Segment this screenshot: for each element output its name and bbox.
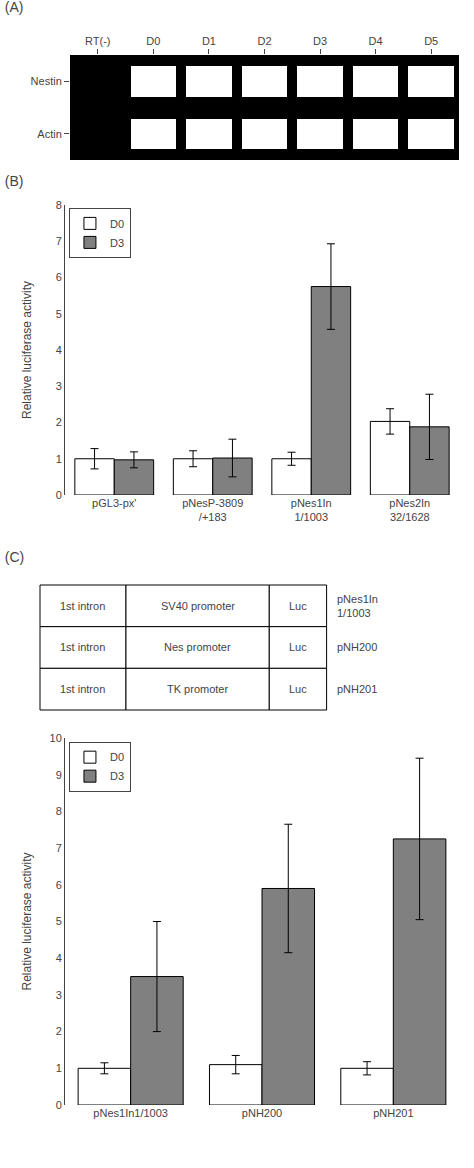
svg-text:D1: D1 bbox=[202, 35, 216, 47]
svg-text:pNes1In1/1003: pNes1In1/1003 bbox=[291, 497, 332, 523]
svg-text:5: 5 bbox=[56, 915, 62, 927]
svg-text:pGL3-px': pGL3-px' bbox=[92, 497, 136, 509]
svg-text:SV40 promoter: SV40 promoter bbox=[161, 600, 235, 612]
svg-text:Luc: Luc bbox=[289, 600, 307, 612]
svg-text:0: 0 bbox=[56, 489, 62, 501]
svg-text:7: 7 bbox=[56, 235, 62, 247]
svg-text:D0: D0 bbox=[110, 218, 124, 230]
svg-text:D5: D5 bbox=[424, 35, 438, 47]
svg-text:1: 1 bbox=[56, 1062, 62, 1074]
svg-text:Nes promoter: Nes promoter bbox=[164, 641, 231, 653]
svg-text:D0: D0 bbox=[146, 35, 160, 47]
svg-text:D4: D4 bbox=[369, 35, 383, 47]
svg-text:1st intron: 1st intron bbox=[60, 600, 105, 612]
svg-text:D3: D3 bbox=[110, 770, 124, 782]
svg-text:D0: D0 bbox=[110, 751, 124, 763]
svg-text:5: 5 bbox=[56, 308, 62, 320]
svg-text:pNH200: pNH200 bbox=[242, 1107, 282, 1119]
svg-text:2: 2 bbox=[56, 416, 62, 428]
svg-text:pNes1In1/1003: pNes1In1/1003 bbox=[337, 593, 378, 619]
svg-text:TK promoter: TK promoter bbox=[167, 683, 228, 695]
svg-text:pNH201: pNH201 bbox=[373, 1107, 413, 1119]
svg-text:6: 6 bbox=[56, 271, 62, 283]
svg-text:1st intron: 1st intron bbox=[60, 641, 105, 653]
svg-text:4: 4 bbox=[56, 344, 62, 356]
svg-text:(B): (B) bbox=[5, 173, 24, 189]
svg-text:pNH200: pNH200 bbox=[337, 641, 377, 653]
svg-text:2: 2 bbox=[56, 1025, 62, 1037]
svg-text:Actin: Actin bbox=[37, 128, 61, 140]
svg-text:Nestin: Nestin bbox=[31, 75, 62, 87]
svg-text:3: 3 bbox=[56, 989, 62, 1001]
svg-text:3: 3 bbox=[56, 380, 62, 392]
svg-text:7: 7 bbox=[56, 842, 62, 854]
svg-text:8: 8 bbox=[56, 805, 62, 817]
svg-text:4: 4 bbox=[56, 952, 62, 964]
svg-text:6: 6 bbox=[56, 879, 62, 891]
svg-text:(C): (C) bbox=[5, 550, 24, 565]
svg-text:8: 8 bbox=[56, 199, 62, 211]
svg-text:D2: D2 bbox=[257, 35, 271, 47]
svg-text:pNH201: pNH201 bbox=[337, 683, 377, 695]
svg-text:pNes2In32/1628: pNes2In32/1628 bbox=[389, 497, 430, 523]
svg-text:pNes1In1/1003: pNes1In1/1003 bbox=[93, 1107, 168, 1119]
svg-text:pNesP-3809/+183: pNesP-3809/+183 bbox=[182, 497, 243, 523]
svg-text:Luc: Luc bbox=[289, 641, 307, 653]
svg-text:D3: D3 bbox=[110, 237, 124, 249]
svg-text:1: 1 bbox=[56, 453, 62, 465]
svg-text:0: 0 bbox=[56, 1099, 62, 1111]
svg-text:Relative luciferase activity: Relative luciferase activity bbox=[20, 852, 34, 990]
svg-text:(A): (A) bbox=[5, 0, 24, 15]
svg-text:RT(-): RT(-) bbox=[85, 35, 110, 47]
svg-text:9: 9 bbox=[56, 769, 62, 781]
svg-text:Luc: Luc bbox=[289, 683, 307, 695]
svg-text:Relative luciferase activity: Relative luciferase activity bbox=[20, 281, 34, 419]
svg-text:1st intron: 1st intron bbox=[60, 683, 105, 695]
svg-text:D3: D3 bbox=[313, 35, 327, 47]
svg-text:10: 10 bbox=[50, 732, 62, 744]
